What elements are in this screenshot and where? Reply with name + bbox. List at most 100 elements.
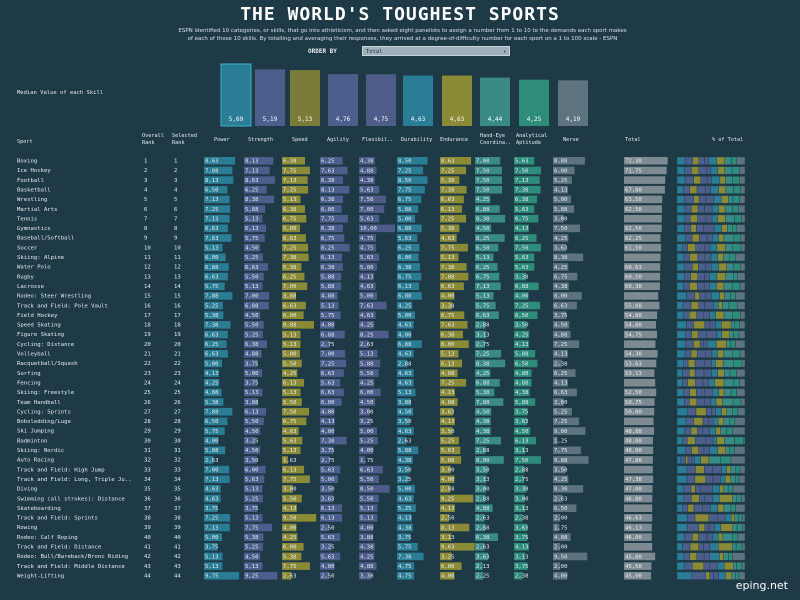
pct-segment[interactable] — [684, 533, 693, 542]
skill-bar[interactable] — [359, 359, 381, 368]
skill-bar[interactable] — [475, 350, 502, 358]
pct-segment[interactable] — [739, 195, 746, 204]
skill-bar[interactable] — [440, 166, 467, 175]
pct-segment[interactable] — [676, 378, 683, 387]
pct-segment[interactable] — [720, 475, 726, 484]
pct-segment[interactable] — [724, 436, 735, 445]
pct-segment[interactable] — [723, 233, 734, 242]
skill-bar[interactable] — [244, 552, 261, 561]
skill-bar[interactable] — [244, 166, 270, 175]
pct-segment[interactable] — [705, 195, 715, 204]
skill-bar[interactable] — [359, 321, 375, 329]
pct-segment[interactable] — [742, 523, 746, 532]
pct-segment[interactable] — [698, 523, 706, 532]
pct-segment[interactable] — [715, 427, 721, 436]
pct-segment[interactable] — [733, 262, 741, 271]
pct-segment[interactable] — [676, 185, 684, 194]
table-row[interactable]: Cycling: Sprints 27 27 7,88 6,13 7,50 4,00 3,00… — [17, 407, 746, 416]
skill-bar[interactable] — [514, 552, 526, 561]
skill-bar[interactable] — [397, 166, 424, 175]
pct-segment[interactable] — [693, 195, 700, 204]
skill-bar[interactable] — [320, 398, 342, 406]
pct-segment[interactable] — [689, 311, 697, 320]
skill-bar[interactable] — [397, 311, 415, 319]
pct-segment[interactable] — [711, 369, 718, 378]
skill-bar[interactable] — [397, 436, 407, 445]
pct-segment[interactable] — [741, 562, 746, 571]
skill-bar[interactable] — [282, 185, 309, 194]
pct-segment[interactable] — [698, 156, 705, 165]
pct-segment[interactable] — [676, 214, 685, 223]
skill-bar[interactable] — [553, 398, 564, 406]
pct-segment[interactable] — [730, 320, 735, 329]
skill-bar[interactable] — [320, 166, 348, 175]
skill-bar[interactable] — [440, 562, 462, 570]
skill-bar[interactable] — [514, 417, 528, 426]
table-row[interactable]: Tennis 7 7 7,13 5,13 6,75 7,75 5,63 5,00 7,25 8,38… — [17, 214, 746, 223]
pct-segment[interactable] — [741, 542, 746, 551]
skill-bar[interactable] — [397, 485, 415, 493]
pct-segment[interactable] — [676, 176, 686, 185]
skill-bar[interactable] — [320, 446, 334, 455]
col-header-endurance[interactable]: Endurance — [440, 137, 469, 143]
skill-bar[interactable] — [440, 321, 468, 329]
pct-segment[interactable] — [725, 446, 730, 455]
skill-bar[interactable] — [359, 485, 390, 493]
skill-bar[interactable] — [397, 272, 422, 281]
skill-bar[interactable] — [514, 224, 529, 233]
pct-segment[interactable] — [683, 282, 690, 291]
pct-segment[interactable] — [709, 571, 714, 580]
pct-segment[interactable] — [676, 513, 688, 522]
skill-bar[interactable] — [359, 185, 380, 194]
median-bar[interactable] — [290, 70, 320, 126]
total-bar[interactable] — [624, 427, 655, 435]
skill-bar[interactable] — [204, 514, 231, 522]
skill-bar[interactable] — [553, 378, 568, 387]
skill-bar[interactable] — [204, 465, 230, 474]
pct-segment[interactable] — [719, 291, 725, 300]
skill-bar[interactable] — [320, 407, 335, 416]
skill-bar[interactable] — [397, 417, 410, 426]
skill-bar[interactable] — [440, 185, 467, 194]
skill-bar[interactable] — [320, 272, 342, 281]
skill-bar[interactable] — [553, 350, 568, 358]
skill-bar[interactable] — [397, 562, 415, 570]
pct-segment[interactable] — [700, 176, 708, 185]
skill-bar[interactable] — [440, 504, 455, 512]
skill-bar[interactable] — [244, 272, 264, 281]
skill-bar[interactable] — [440, 369, 458, 377]
skill-bar[interactable] — [359, 253, 380, 262]
skill-bar[interactable] — [320, 552, 341, 561]
pct-segment[interactable] — [723, 282, 733, 291]
pct-segment[interactable] — [715, 398, 723, 407]
pct-segment[interactable] — [676, 504, 683, 513]
pct-segment[interactable] — [732, 378, 740, 387]
skill-bar[interactable] — [244, 533, 264, 541]
table-row[interactable]: Track and Field: Middle Distance 43 43 5,13… — [17, 562, 746, 571]
col-header-durability[interactable]: Durability — [401, 137, 433, 143]
pct-segment[interactable] — [687, 243, 696, 252]
skill-bar[interactable] — [244, 176, 276, 184]
skill-bar[interactable] — [244, 214, 263, 223]
skill-bar[interactable] — [320, 359, 347, 368]
pct-segment[interactable] — [691, 330, 699, 339]
pct-segment[interactable] — [708, 378, 715, 387]
pct-segment[interactable] — [712, 533, 719, 542]
skill-bar[interactable] — [320, 523, 329, 532]
skill-bar[interactable] — [320, 263, 343, 271]
skill-bar[interactable] — [282, 427, 299, 435]
pct-segment[interactable] — [718, 262, 727, 271]
pct-segment[interactable] — [738, 330, 746, 339]
pct-segment[interactable] — [691, 166, 700, 175]
skill-bar[interactable] — [244, 523, 272, 532]
pct-segment[interactable] — [737, 533, 746, 542]
total-bar[interactable] — [624, 282, 660, 291]
order-by-dropdown[interactable]: Total ▾ — [362, 46, 510, 56]
pct-segment[interactable] — [694, 291, 700, 300]
pct-segment[interactable] — [696, 552, 705, 561]
pct-segment[interactable] — [687, 504, 695, 513]
table-row[interactable]: Track and Field: High Jump 33 33 7,00 6,00 6,… — [17, 465, 746, 474]
total-bar[interactable] — [624, 436, 653, 445]
total-bar[interactable] — [624, 176, 666, 184]
skill-bar[interactable] — [320, 195, 343, 204]
